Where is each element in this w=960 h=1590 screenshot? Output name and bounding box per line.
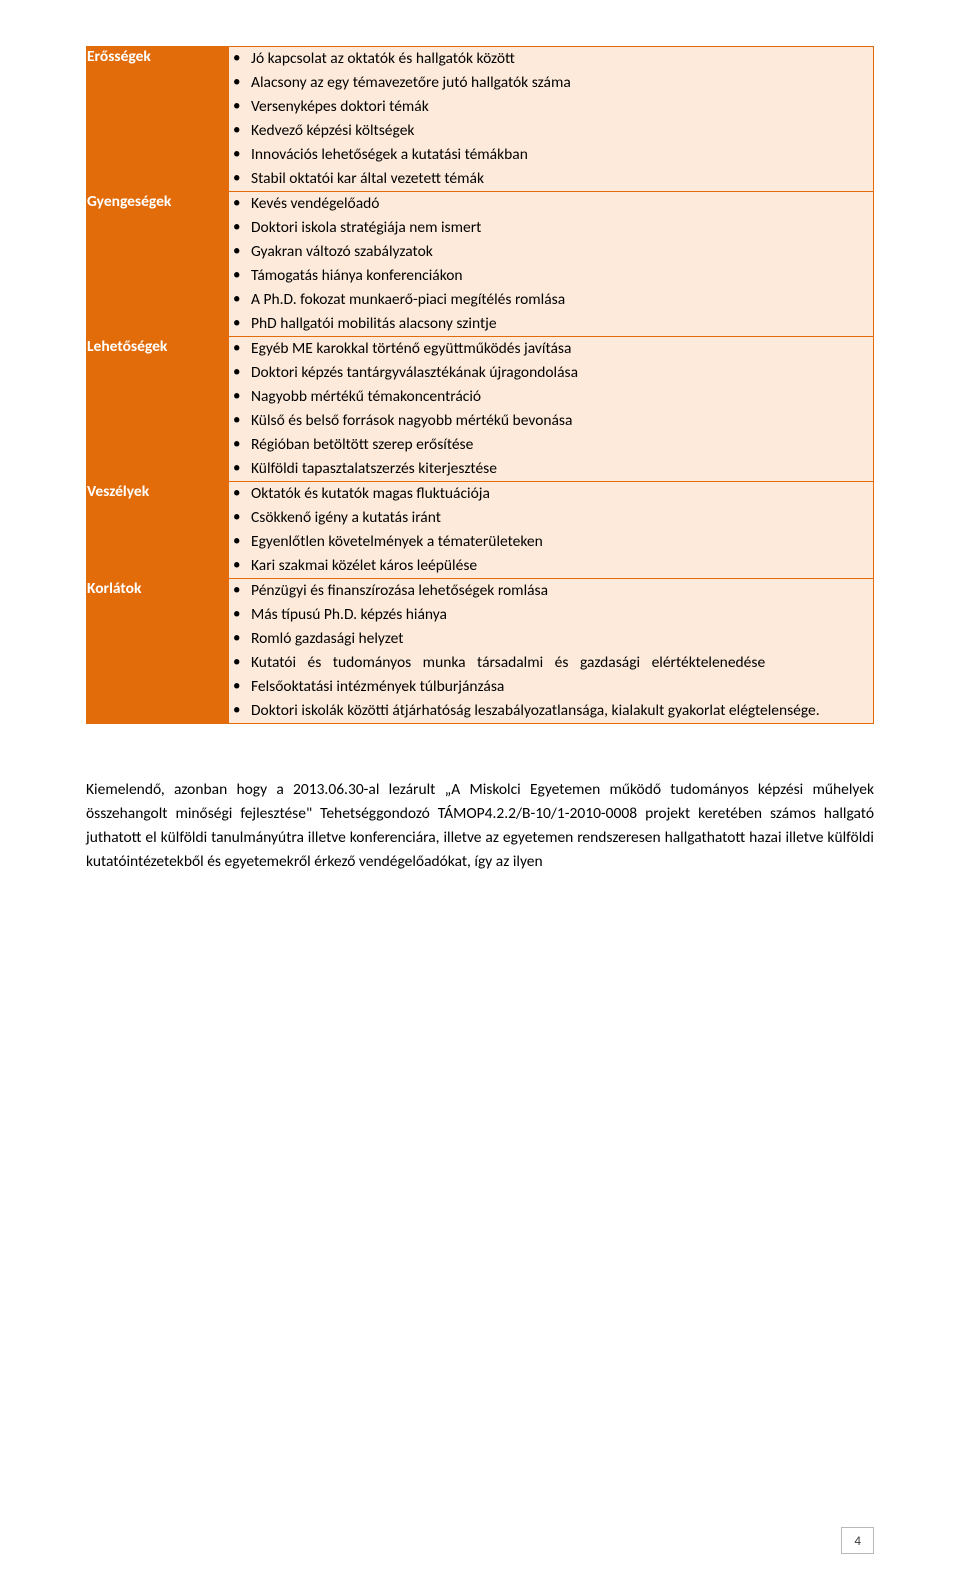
list-item: Doktori iskolák közötti átjárhatóság les…: [229, 699, 873, 723]
list-item: Versenyképes doktori témák: [229, 95, 873, 119]
bullet-list: Jó kapcsolat az oktatók és hallgatók köz…: [229, 47, 873, 191]
list-item: Kedvező képzési költségek: [229, 119, 873, 143]
bullet-list: Kevés vendégelőadóDoktori iskola stratég…: [229, 192, 873, 336]
bullet-list: Pénzügyi és finanszírozása lehetőségek r…: [229, 579, 873, 723]
list-item: Romló gazdasági helyzet: [229, 627, 873, 651]
document-page: ErősségekJó kapcsolat az oktatók és hall…: [0, 0, 960, 1590]
list-item: Gyakran változó szabályzatok: [229, 240, 873, 264]
list-item: Kari szakmai közélet káros leépülése: [229, 554, 873, 578]
list-item: Támogatás hiánya konferenciákon: [229, 264, 873, 288]
bullet-list: Oktatók és kutatók magas fluktuációjaCsö…: [229, 482, 873, 578]
row-label: Korlátok: [87, 579, 229, 724]
list-item: Kutatói és tudományos munka társadalmi é…: [229, 651, 873, 675]
row-content: Oktatók és kutatók magas fluktuációjaCsö…: [229, 482, 874, 579]
row-label: Erősségek: [87, 47, 229, 192]
table-row: LehetőségekEgyéb ME karokkal történő egy…: [87, 337, 874, 482]
row-label: Lehetőségek: [87, 337, 229, 482]
list-item: Nagyobb mértékű témakoncentráció: [229, 385, 873, 409]
list-item: Oktatók és kutatók magas fluktuációja: [229, 482, 873, 506]
list-item: Külföldi tapasztalatszerzés kiterjesztés…: [229, 457, 873, 481]
list-item: Külső és belső források nagyobb mértékű …: [229, 409, 873, 433]
list-item: Egyéb ME karokkal történő együttműködés …: [229, 337, 873, 361]
row-content: Jó kapcsolat az oktatók és hallgatók köz…: [229, 47, 874, 192]
swot-table: ErősségekJó kapcsolat az oktatók és hall…: [86, 46, 874, 724]
list-item: Felsőoktatási intézmények túlburjánzása: [229, 675, 873, 699]
table-row: GyengeségekKevés vendégelőadóDoktori isk…: [87, 192, 874, 337]
list-item: Pénzügyi és finanszírozása lehetőségek r…: [229, 579, 873, 603]
row-content: Egyéb ME karokkal történő együttműködés …: [229, 337, 874, 482]
row-label: Veszélyek: [87, 482, 229, 579]
page-number: 4: [841, 1527, 874, 1554]
list-item: Doktori iskola stratégiája nem ismert: [229, 216, 873, 240]
list-item: Régióban betöltött szerep erősítése: [229, 433, 873, 457]
list-item: Jó kapcsolat az oktatók és hallgatók köz…: [229, 47, 873, 71]
row-content: Kevés vendégelőadóDoktori iskola stratég…: [229, 192, 874, 337]
list-item: Csökkenő igény a kutatás iránt: [229, 506, 873, 530]
list-item: Más típusú Ph.D. képzés hiánya: [229, 603, 873, 627]
list-item: Stabil oktatói kar által vezetett témák: [229, 167, 873, 191]
table-row: ErősségekJó kapcsolat az oktatók és hall…: [87, 47, 874, 192]
row-label: Gyengeségek: [87, 192, 229, 337]
list-item: Innovációs lehetőségek a kutatási témákb…: [229, 143, 873, 167]
list-item: PhD hallgatói mobilitás alacsony szintje: [229, 312, 873, 336]
list-item: Doktori képzés tantárgyválasztékának újr…: [229, 361, 873, 385]
list-item: Kevés vendégelőadó: [229, 192, 873, 216]
body-paragraph: Kiemelendő, azonban hogy a 2013.06.30-al…: [86, 778, 874, 874]
list-item: A Ph.D. fokozat munkaerő-piaci megítélés…: [229, 288, 873, 312]
bullet-list: Egyéb ME karokkal történő együttműködés …: [229, 337, 873, 481]
list-item: Egyenlőtlen követelmények a tématerülete…: [229, 530, 873, 554]
list-item: Alacsony az egy témavezetőre jutó hallga…: [229, 71, 873, 95]
swot-tbody: ErősségekJó kapcsolat az oktatók és hall…: [87, 47, 874, 724]
table-row: VeszélyekOktatók és kutatók magas fluktu…: [87, 482, 874, 579]
table-row: KorlátokPénzügyi és finanszírozása lehet…: [87, 579, 874, 724]
row-content: Pénzügyi és finanszírozása lehetőségek r…: [229, 579, 874, 724]
